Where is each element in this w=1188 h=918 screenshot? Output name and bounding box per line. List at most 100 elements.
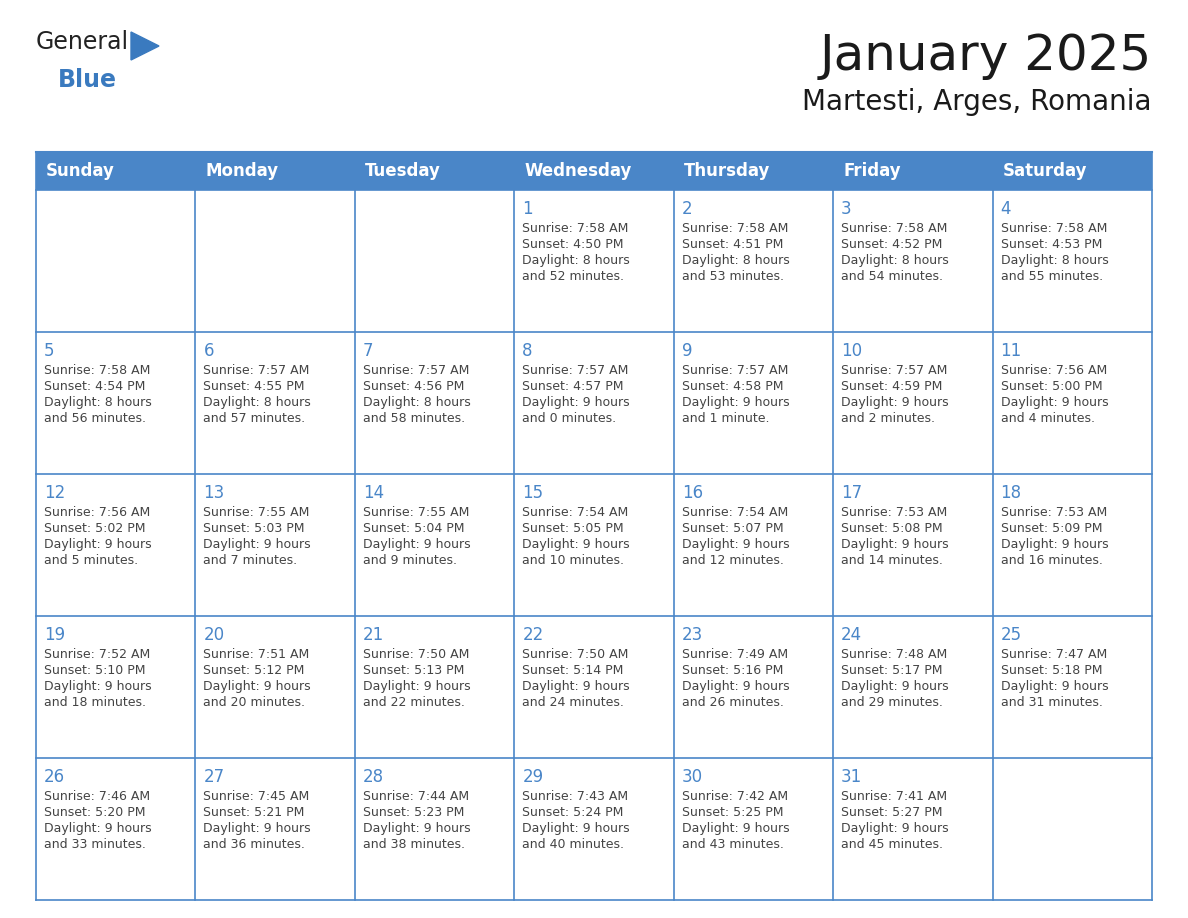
Text: 20: 20 — [203, 626, 225, 644]
Text: Sunrise: 7:54 AM: Sunrise: 7:54 AM — [682, 506, 788, 519]
Text: Sunset: 4:52 PM: Sunset: 4:52 PM — [841, 238, 942, 251]
Text: Sunset: 5:00 PM: Sunset: 5:00 PM — [1000, 380, 1102, 393]
Text: Daylight: 9 hours: Daylight: 9 hours — [44, 538, 152, 551]
Text: 26: 26 — [44, 768, 65, 786]
Text: Daylight: 9 hours: Daylight: 9 hours — [44, 680, 152, 693]
Text: Saturday: Saturday — [1003, 162, 1087, 180]
Text: Daylight: 9 hours: Daylight: 9 hours — [523, 680, 630, 693]
Text: Daylight: 9 hours: Daylight: 9 hours — [44, 822, 152, 835]
Text: Sunset: 5:18 PM: Sunset: 5:18 PM — [1000, 664, 1102, 677]
Text: Sunset: 5:27 PM: Sunset: 5:27 PM — [841, 806, 942, 819]
Text: Sunset: 5:12 PM: Sunset: 5:12 PM — [203, 664, 305, 677]
Text: Sunset: 5:14 PM: Sunset: 5:14 PM — [523, 664, 624, 677]
Text: Sunset: 5:07 PM: Sunset: 5:07 PM — [682, 522, 783, 535]
Bar — [992, 758, 1152, 900]
Text: Daylight: 8 hours: Daylight: 8 hours — [523, 254, 630, 267]
Text: Sunday: Sunday — [46, 162, 115, 180]
Text: and 54 minutes.: and 54 minutes. — [841, 270, 943, 283]
Text: Sunset: 4:54 PM: Sunset: 4:54 PM — [44, 380, 145, 393]
Text: 31: 31 — [841, 768, 862, 786]
Text: Sunset: 5:21 PM: Sunset: 5:21 PM — [203, 806, 305, 819]
Text: Tuesday: Tuesday — [365, 162, 441, 180]
Bar — [196, 332, 355, 474]
Text: Monday: Monday — [206, 162, 278, 180]
Text: Sunset: 5:20 PM: Sunset: 5:20 PM — [44, 806, 145, 819]
Bar — [833, 474, 992, 616]
Text: Daylight: 8 hours: Daylight: 8 hours — [841, 254, 949, 267]
Text: 30: 30 — [682, 768, 703, 786]
Bar — [514, 190, 674, 332]
Bar — [992, 332, 1152, 474]
Text: and 31 minutes.: and 31 minutes. — [1000, 696, 1102, 709]
Text: Martesti, Arges, Romania: Martesti, Arges, Romania — [803, 88, 1152, 116]
Text: Daylight: 9 hours: Daylight: 9 hours — [203, 538, 311, 551]
Text: Sunset: 5:24 PM: Sunset: 5:24 PM — [523, 806, 624, 819]
Text: Sunrise: 7:48 AM: Sunrise: 7:48 AM — [841, 648, 947, 661]
Bar — [992, 616, 1152, 758]
Text: and 1 minute.: and 1 minute. — [682, 412, 769, 425]
Bar — [355, 474, 514, 616]
Text: Daylight: 8 hours: Daylight: 8 hours — [44, 396, 152, 409]
Text: 7: 7 — [362, 342, 373, 360]
Bar — [674, 332, 833, 474]
Text: and 36 minutes.: and 36 minutes. — [203, 838, 305, 851]
Text: and 7 minutes.: and 7 minutes. — [203, 554, 297, 567]
Text: Sunrise: 7:41 AM: Sunrise: 7:41 AM — [841, 790, 947, 803]
Text: 24: 24 — [841, 626, 862, 644]
Bar — [36, 616, 196, 758]
Text: Sunrise: 7:50 AM: Sunrise: 7:50 AM — [362, 648, 469, 661]
Text: 25: 25 — [1000, 626, 1022, 644]
Text: and 58 minutes.: and 58 minutes. — [362, 412, 465, 425]
Text: 18: 18 — [1000, 484, 1022, 502]
Bar — [992, 190, 1152, 332]
Text: Daylight: 8 hours: Daylight: 8 hours — [1000, 254, 1108, 267]
Text: Daylight: 9 hours: Daylight: 9 hours — [203, 680, 311, 693]
Text: Friday: Friday — [843, 162, 901, 180]
Bar — [833, 332, 992, 474]
Text: Sunset: 4:58 PM: Sunset: 4:58 PM — [682, 380, 783, 393]
Text: Blue: Blue — [58, 68, 116, 92]
Text: Sunset: 4:50 PM: Sunset: 4:50 PM — [523, 238, 624, 251]
Text: Sunrise: 7:58 AM: Sunrise: 7:58 AM — [1000, 222, 1107, 235]
Text: Sunrise: 7:55 AM: Sunrise: 7:55 AM — [362, 506, 469, 519]
Bar — [196, 190, 355, 332]
Text: Sunrise: 7:44 AM: Sunrise: 7:44 AM — [362, 790, 469, 803]
Text: 9: 9 — [682, 342, 693, 360]
Text: 11: 11 — [1000, 342, 1022, 360]
Text: and 43 minutes.: and 43 minutes. — [682, 838, 784, 851]
Text: 12: 12 — [44, 484, 65, 502]
Text: and 53 minutes.: and 53 minutes. — [682, 270, 784, 283]
Text: 8: 8 — [523, 342, 532, 360]
Text: Daylight: 9 hours: Daylight: 9 hours — [362, 822, 470, 835]
Text: Sunset: 5:09 PM: Sunset: 5:09 PM — [1000, 522, 1102, 535]
Text: Sunrise: 7:58 AM: Sunrise: 7:58 AM — [523, 222, 628, 235]
Text: Daylight: 8 hours: Daylight: 8 hours — [203, 396, 311, 409]
Text: Daylight: 9 hours: Daylight: 9 hours — [1000, 396, 1108, 409]
Text: Daylight: 9 hours: Daylight: 9 hours — [682, 822, 789, 835]
Text: January 2025: January 2025 — [820, 32, 1152, 80]
Text: Daylight: 9 hours: Daylight: 9 hours — [1000, 680, 1108, 693]
Text: Sunset: 5:17 PM: Sunset: 5:17 PM — [841, 664, 942, 677]
Text: and 14 minutes.: and 14 minutes. — [841, 554, 943, 567]
Text: 10: 10 — [841, 342, 862, 360]
Bar — [196, 758, 355, 900]
Text: and 9 minutes.: and 9 minutes. — [362, 554, 457, 567]
Text: Thursday: Thursday — [684, 162, 770, 180]
Bar — [674, 616, 833, 758]
Text: Sunset: 5:10 PM: Sunset: 5:10 PM — [44, 664, 145, 677]
Text: Sunrise: 7:43 AM: Sunrise: 7:43 AM — [523, 790, 628, 803]
Text: Daylight: 8 hours: Daylight: 8 hours — [682, 254, 790, 267]
Text: Daylight: 9 hours: Daylight: 9 hours — [841, 680, 949, 693]
Text: Sunrise: 7:58 AM: Sunrise: 7:58 AM — [44, 364, 151, 377]
Text: and 20 minutes.: and 20 minutes. — [203, 696, 305, 709]
Text: Wednesday: Wednesday — [524, 162, 632, 180]
Text: and 2 minutes.: and 2 minutes. — [841, 412, 935, 425]
Text: and 45 minutes.: and 45 minutes. — [841, 838, 943, 851]
Text: Daylight: 9 hours: Daylight: 9 hours — [841, 396, 949, 409]
Text: Sunset: 5:04 PM: Sunset: 5:04 PM — [362, 522, 465, 535]
Text: Daylight: 9 hours: Daylight: 9 hours — [682, 538, 789, 551]
Bar — [514, 474, 674, 616]
Text: Sunrise: 7:58 AM: Sunrise: 7:58 AM — [841, 222, 948, 235]
Bar — [36, 474, 196, 616]
Text: Sunrise: 7:56 AM: Sunrise: 7:56 AM — [44, 506, 150, 519]
